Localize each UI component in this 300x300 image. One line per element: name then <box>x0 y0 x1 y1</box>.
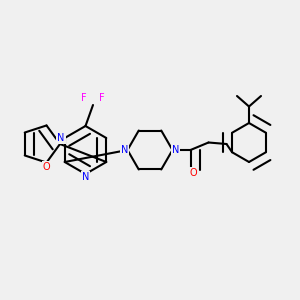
Text: N: N <box>172 145 179 155</box>
Text: O: O <box>190 167 197 178</box>
Text: N: N <box>82 172 89 182</box>
Text: F: F <box>99 92 105 103</box>
Text: N: N <box>57 133 65 143</box>
Text: F: F <box>81 92 87 103</box>
Text: N: N <box>121 145 128 155</box>
Text: O: O <box>43 162 50 172</box>
